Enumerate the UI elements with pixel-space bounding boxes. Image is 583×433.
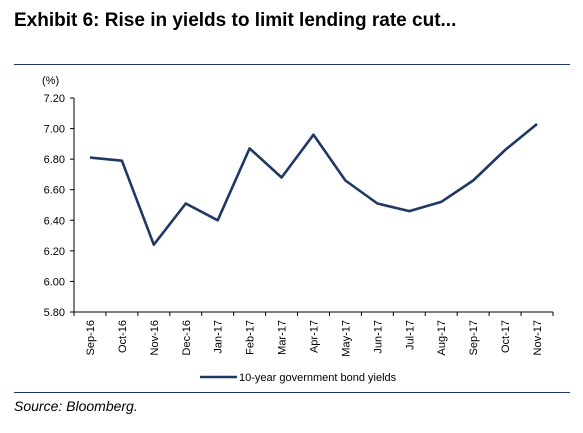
source-note: Source: Bloomberg. [14, 398, 138, 414]
legend: 10-year government bond yields [200, 372, 397, 384]
chart-axes: (%) [42, 75, 553, 313]
legend-label: 10-year government bond yields [239, 372, 397, 384]
chart-frame [14, 64, 570, 393]
y-tick-label: 6.60 [44, 185, 65, 197]
series-layer [89, 122, 538, 246]
x-tick-label: Nov-16 [149, 320, 161, 355]
x-tick-label: Mar-17 [277, 320, 289, 355]
y-tick-label: 6.40 [44, 215, 65, 227]
x-tick-label: Oct-17 [500, 320, 512, 353]
y-tick-label: 7.00 [44, 124, 65, 136]
x-tick-label: Jun-17 [372, 320, 384, 354]
x-axis-ticks: Sep-16 Oct-16 Nov-16 Dec-16 Jan-17 Feb-17 Mar-… [73, 312, 554, 357]
y-axis-unit-label: (%) [42, 75, 59, 87]
y-tick-label: 6.20 [44, 246, 65, 258]
exhibit-title: Exhibit 6: Rise in yields to limit lendi… [14, 10, 457, 31]
x-tick-label: Oct-16 [117, 320, 129, 353]
x-tick-label: Aug-17 [436, 320, 448, 355]
y-tick-label: 6.80 [44, 154, 65, 166]
x-tick-label: Dec-16 [181, 320, 193, 355]
y-axis-ticks: 5.80 6.00 6.20 6.40 6.60 6.80 7.00 7.20 [44, 93, 74, 319]
x-tick-label: May-17 [340, 320, 352, 357]
series-line [89, 122, 538, 246]
x-tick-label: Jan-17 [213, 320, 225, 354]
x-tick-label: Sep-16 [85, 320, 97, 355]
y-tick-label: 7.20 [44, 93, 65, 105]
x-tick-label: Feb-17 [245, 320, 257, 355]
y-tick-label: 6.00 [44, 276, 65, 288]
x-tick-label: Jul-17 [404, 320, 416, 350]
x-tick-label: Apr-17 [309, 320, 321, 353]
x-tick-label: Sep-17 [468, 320, 480, 355]
x-tick-label: Nov-17 [532, 320, 544, 355]
y-tick-label: 5.80 [44, 307, 65, 319]
